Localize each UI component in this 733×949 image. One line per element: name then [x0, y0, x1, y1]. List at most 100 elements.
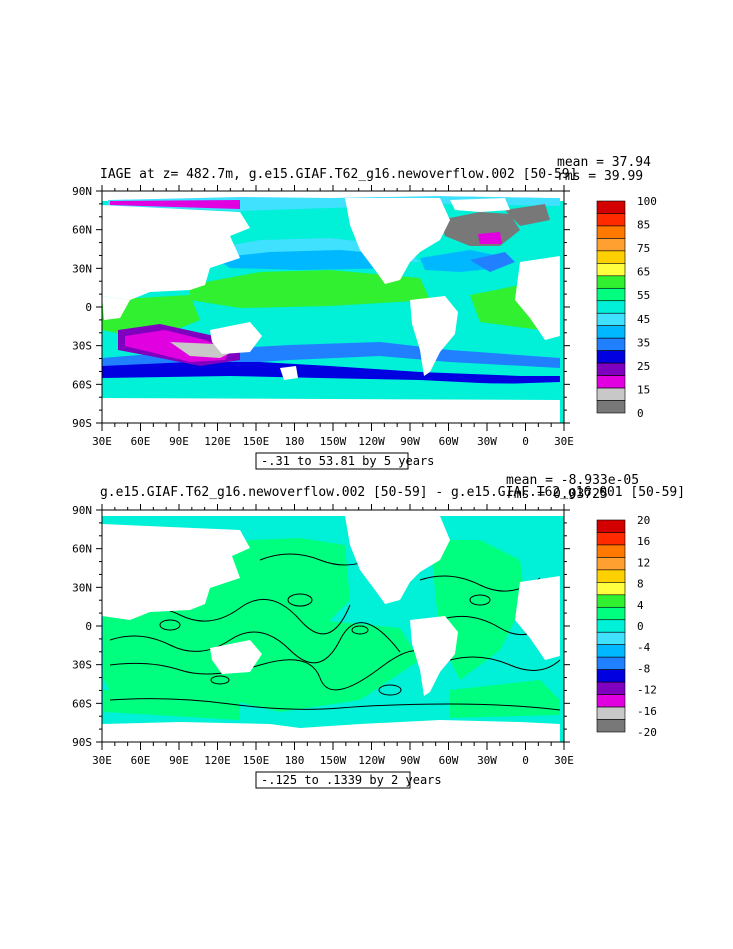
colorbar-swatch — [596, 582, 626, 596]
colorbar-swatch — [596, 337, 626, 351]
lat-tick-label: 90S — [72, 736, 92, 749]
lon-tick-label: 30W — [477, 754, 497, 767]
colorbar-label: 25 — [637, 360, 650, 373]
colorbar-swatch — [596, 263, 626, 277]
lon-tick-label: 120W — [358, 754, 385, 767]
colorbar-swatch — [596, 569, 626, 583]
colorbar-swatch — [596, 557, 626, 571]
panel-top-mean: mean = 37.94 — [557, 155, 651, 170]
panel-bottom: g.e15.GIAF.T62_g16.newoverflow.002 [50-5… — [72, 473, 685, 789]
colorbar-label: 4 — [637, 599, 644, 612]
colorbar-swatch — [596, 644, 626, 658]
colorbar-swatch — [596, 619, 626, 633]
panel-top-title: IAGE at z= 482.7m, g.e15.GIAF.T62_g16.ne… — [100, 167, 577, 182]
lon-tick-label: 30E — [92, 435, 112, 448]
colorbar-label: 12 — [637, 556, 650, 569]
lat-tick-label: 90N — [72, 185, 92, 198]
lat-tick-label: 60N — [72, 543, 92, 556]
colorbar-label: -4 — [637, 641, 651, 654]
colorbar-swatch — [596, 350, 626, 364]
panel-bottom-colorbar: 20 16 12 8 4 0 -4 -8 -12 -16 -20 — [596, 514, 657, 739]
colorbar-label: 8 — [637, 578, 644, 591]
colorbar-label: -16 — [637, 705, 657, 718]
colorbar-swatch — [596, 719, 626, 733]
lon-tick-label: 120W — [358, 435, 385, 448]
colorbar-swatch — [596, 656, 626, 670]
colorbar-label: 15 — [637, 383, 650, 396]
colorbar-label: 0 — [637, 407, 644, 420]
lon-tick-label: 90E — [169, 754, 189, 767]
colorbar-label: 85 — [637, 219, 650, 232]
land-africa-east — [515, 256, 560, 340]
lon-tick-label: 30E — [92, 754, 112, 767]
lat-tick-label: 60S — [72, 378, 92, 391]
colorbar-label: 100 — [637, 195, 657, 208]
lat-tick-label: 30N — [72, 262, 92, 275]
panel-top-map-field — [102, 191, 564, 423]
lon-tick-label: 180 — [285, 754, 305, 767]
lon-tick-label: 0 — [522, 435, 529, 448]
lon-tick-label: 30E — [554, 754, 574, 767]
lon-tick-label: 150E — [243, 435, 270, 448]
colorbar-label: 16 — [637, 535, 650, 548]
lat-tick-label: 60S — [72, 697, 92, 710]
colorbar-swatch — [596, 375, 626, 389]
colorbar-swatch — [596, 669, 626, 683]
land-antarctica — [102, 400, 560, 423]
panel-top: IAGE at z= 482.7m, g.e15.GIAF.T62_g16.ne… — [72, 155, 657, 470]
lon-tick-label: 90W — [400, 435, 420, 448]
lon-tick-label: 60W — [439, 435, 459, 448]
lon-tick-label: 60W — [439, 754, 459, 767]
colorbar-swatch — [596, 312, 626, 327]
colorbar-label: -8 — [637, 662, 650, 675]
colorbar-swatch — [596, 519, 626, 533]
colorbar-swatch — [596, 325, 626, 339]
land-africa — [102, 296, 130, 320]
lon-tick-label: 150W — [320, 754, 347, 767]
panel-bottom-contour-info-box: -.125 to .1339 by 2 years — [255, 771, 442, 789]
colorbar-swatch — [596, 594, 626, 608]
panel-bottom-map-field — [102, 510, 564, 742]
colorbar-swatch — [596, 631, 626, 646]
colorbar-swatch — [596, 250, 626, 264]
colorbar-swatch — [596, 400, 626, 414]
lat-tick-label: 0 — [85, 620, 92, 633]
colorbar-swatch — [596, 213, 626, 227]
colorbar-swatch — [596, 606, 626, 621]
panel-top-colorbar: 100 85 75 65 55 45 35 25 15 0 — [596, 195, 657, 420]
colorbar-swatch — [596, 362, 626, 376]
lon-tick-label: 150E — [243, 754, 270, 767]
colorbar-swatch — [596, 225, 626, 239]
lat-tick-label: 0 — [85, 301, 92, 314]
colorbar-swatch — [596, 238, 626, 252]
colorbar-swatch — [596, 681, 626, 695]
lon-tick-label: 120E — [204, 754, 231, 767]
colorbar-swatch — [596, 706, 626, 720]
colorbar-label: -12 — [637, 684, 657, 697]
lon-tick-label: 0 — [522, 754, 529, 767]
colorbar-swatch — [596, 300, 626, 314]
colorbar-label: 65 — [637, 266, 650, 279]
lat-tick-label: 30S — [72, 659, 92, 672]
colorbar-label: 45 — [637, 313, 650, 326]
lon-tick-label: 30W — [477, 435, 497, 448]
lon-tick-label: 150W — [320, 435, 347, 448]
colorbar-swatch — [596, 532, 626, 546]
panel-bottom-title: g.e15.GIAF.T62_g16.newoverflow.002 [50-5… — [100, 485, 685, 500]
panel-top-contour-info-box: -.31 to 53.81 by 5 years — [255, 452, 434, 470]
panel-bottom-rms: rms = 0.03725 — [506, 487, 608, 502]
colorbar-label: 20 — [637, 514, 650, 527]
land-north-america — [345, 198, 450, 284]
colorbar-label: 75 — [637, 242, 650, 255]
colorbar-label: 55 — [637, 289, 650, 302]
colorbar-label: 0 — [637, 620, 644, 633]
land-eurasia — [102, 191, 560, 198]
lon-tick-label: 180 — [285, 435, 305, 448]
panel-bottom-mean: mean = -8.933e-05 — [506, 473, 639, 488]
panel-top-contour-info: -.31 to 53.81 by 5 years — [261, 454, 434, 468]
lon-tick-label: 30E — [554, 435, 574, 448]
panel-top-rms: rms = 39.99 — [557, 169, 643, 184]
colorbar-swatch — [596, 200, 626, 214]
